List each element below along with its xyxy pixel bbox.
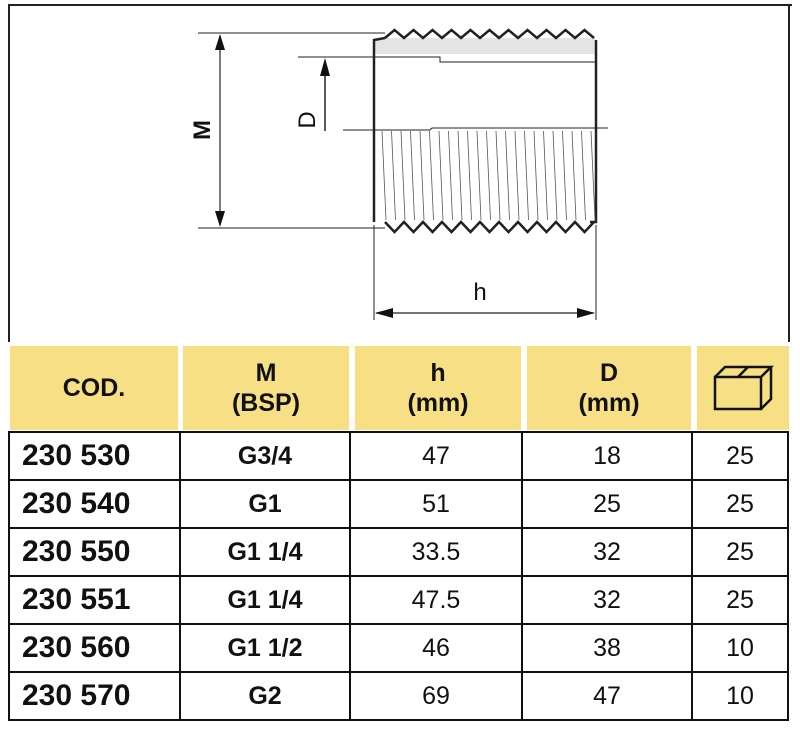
header-h-label: h — [430, 359, 446, 387]
qty-cell: 25 — [691, 527, 789, 577]
arrow-up-icon — [215, 34, 225, 50]
code-cell: 230 570 — [8, 671, 181, 721]
table-row: 230 540 G1 51 25 25 — [8, 479, 789, 529]
m-cell: G1 1/4 — [179, 527, 351, 577]
header-m: M (BSP) — [183, 346, 349, 430]
code-cell: 230 530 — [8, 431, 181, 481]
arrow-up-icon — [320, 58, 330, 76]
m-cell: G1 1/2 — [179, 623, 351, 673]
header-code-label: COD. — [62, 374, 126, 402]
code-cell: 230 551 — [8, 575, 181, 625]
arrow-down-icon — [215, 211, 225, 227]
table-row: 230 570 G2 69 47 10 — [8, 671, 789, 721]
m-cell: G3/4 — [179, 431, 351, 481]
d-cell: 47 — [521, 671, 693, 721]
center-line — [343, 127, 608, 131]
arrow-right-icon — [577, 308, 595, 318]
d-cell: 25 — [521, 479, 693, 529]
h-cell: 47.5 — [349, 575, 523, 625]
external-thread-bottom — [384, 220, 595, 234]
arrow-left-icon — [375, 308, 393, 318]
fitting-body-right — [590, 40, 598, 224]
box-icon — [713, 365, 775, 411]
product-table: 230 530 G3/4 47 18 25 230 540 G1 51 25 25 230 550 G… — [8, 431, 789, 721]
header-h: h (mm) — [355, 346, 521, 430]
header-m-label: M — [255, 359, 277, 387]
header-d-label: D — [599, 359, 619, 387]
m-cell: G2 — [179, 671, 351, 721]
header-h-unit: (mm) — [407, 389, 469, 417]
qty-cell: 25 — [691, 479, 789, 529]
h-cell: 69 — [349, 671, 523, 721]
fitting-body — [372, 36, 386, 222]
d-cell: 38 — [521, 623, 693, 673]
d-cell: 32 — [521, 575, 693, 625]
table-row: 230 551 G1 1/4 47.5 32 25 — [8, 575, 789, 625]
h-cell: 46 — [349, 623, 523, 673]
external-thread-top — [384, 28, 595, 40]
d-cell: 18 — [521, 431, 693, 481]
h-label: h — [473, 279, 486, 306]
table-row: 230 550 G1 1/4 33.5 32 25 — [8, 527, 789, 577]
qty-cell: 10 — [691, 623, 789, 673]
code-cell: 230 550 — [8, 527, 181, 577]
header-d: D (mm) — [527, 346, 691, 430]
m-label: M — [189, 120, 216, 140]
h-cell: 51 — [349, 479, 523, 529]
d-label: D — [294, 111, 321, 128]
d-extension-line — [298, 56, 596, 63]
thread-band — [374, 38, 596, 54]
qty-cell: 25 — [691, 431, 789, 481]
header-d-unit: (mm) — [578, 389, 640, 417]
header-package — [697, 346, 789, 430]
code-cell: 230 540 — [8, 479, 181, 529]
technical-drawing: M D h — [8, 4, 792, 342]
table-row: 230 560 G1 1/2 46 38 10 — [8, 623, 789, 673]
h-cell: 47 — [349, 431, 523, 481]
code-cell: 230 560 — [8, 623, 181, 673]
table-row: 230 530 G3/4 47 18 25 — [8, 431, 789, 481]
header-m-unit: (BSP) — [231, 389, 301, 417]
product-table-body: 230 530 G3/4 47 18 25 230 540 G1 51 25 25 230 550 G… — [8, 431, 789, 721]
internal-thread — [381, 130, 596, 221]
qty-cell: 25 — [691, 575, 789, 625]
qty-cell: 10 — [691, 671, 789, 721]
d-cell: 32 — [521, 527, 693, 577]
m-cell: G1 — [179, 479, 351, 529]
header-code: COD. — [10, 346, 178, 430]
h-cell: 33.5 — [349, 527, 523, 577]
m-cell: G1 1/4 — [179, 575, 351, 625]
